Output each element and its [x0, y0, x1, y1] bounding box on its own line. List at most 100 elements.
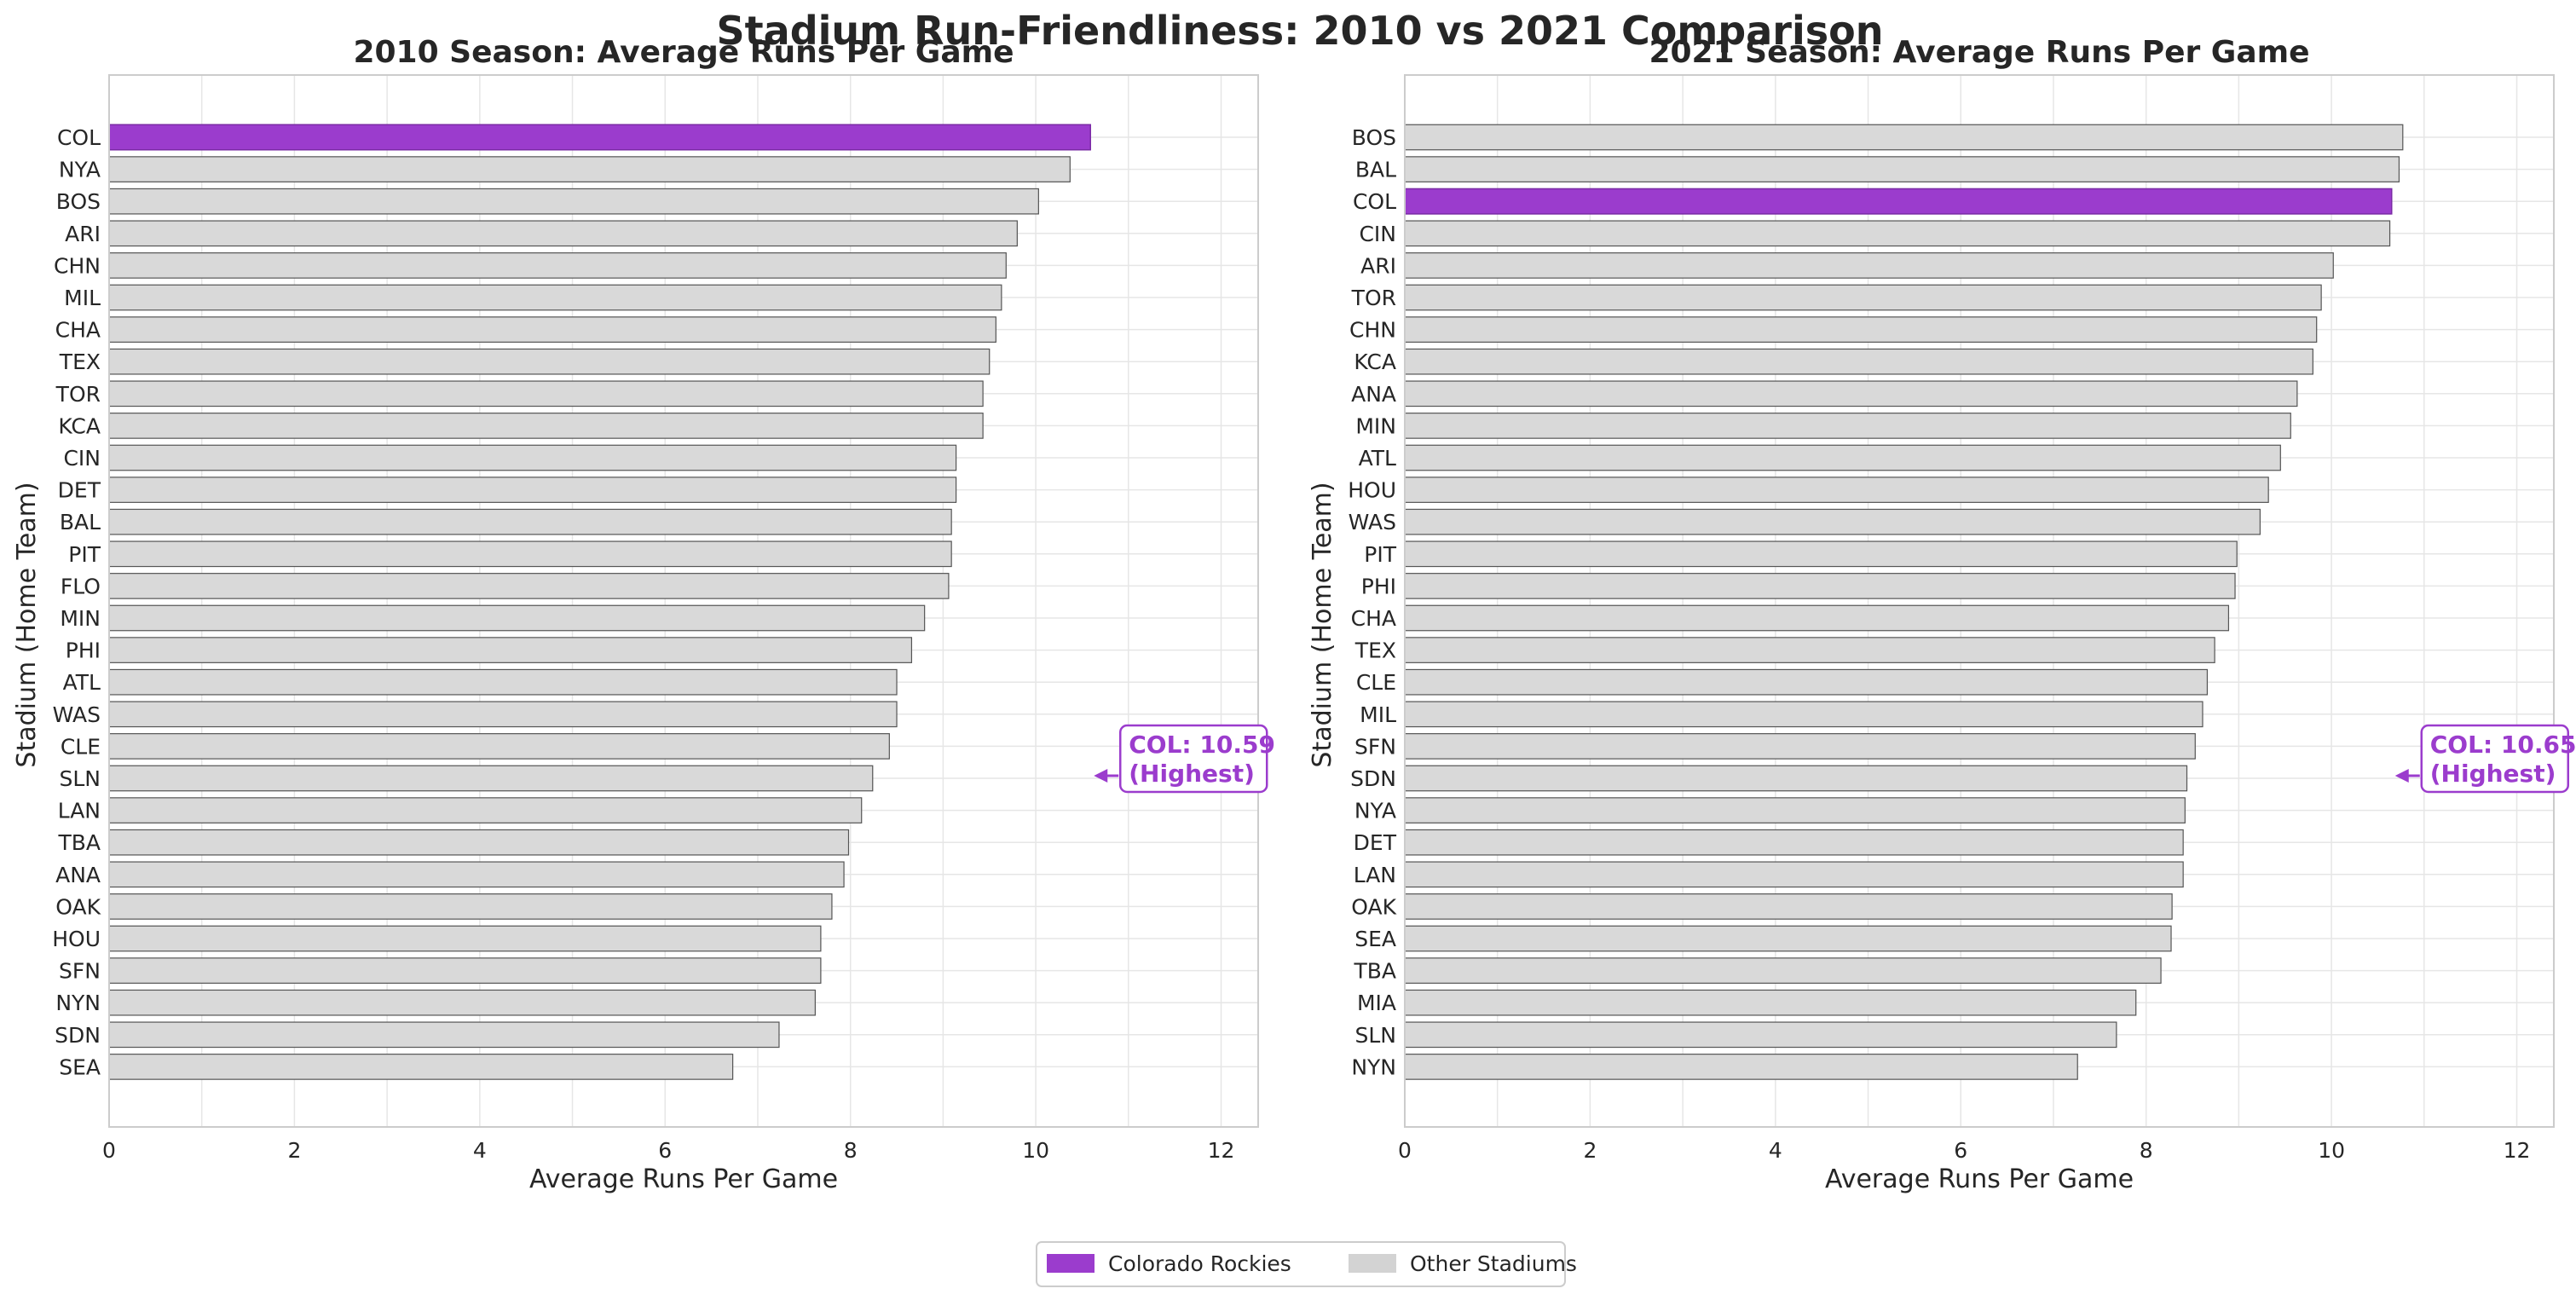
bar-sdn-2010: [108, 1021, 780, 1049]
bar-det-2021: [1404, 829, 2184, 856]
bar-flo-2010: [108, 573, 950, 599]
y-tick-label: WAS: [53, 702, 101, 727]
y-tick-label: SDN: [1350, 766, 1396, 791]
x-tick-label: 12: [1208, 1138, 1235, 1163]
legend: Colorado Rockies Other Stadiums: [1036, 1241, 1577, 1287]
bar-cle-2010: [108, 733, 890, 760]
bar-cin-2021: [1404, 220, 2391, 247]
bar-ari-2021: [1404, 252, 2334, 279]
y-tick-label: LAN: [1354, 863, 1396, 887]
y-tick-label: TOR: [1351, 286, 1396, 310]
bar-min-2010: [108, 604, 926, 632]
plot-frame: [1404, 74, 2555, 1128]
y-tick-label: CHN: [54, 253, 101, 278]
x-tick-label: 6: [1954, 1138, 1967, 1163]
bar-mia-2021: [1404, 989, 2137, 1016]
y-tick-label: NYA: [1354, 799, 1396, 823]
y-tick-label: BAL: [1355, 158, 1396, 182]
panel-2021: 2021 Season: Average Runs Per Game BOS BA…: [1308, 35, 2576, 1194]
y-tick-label: NYA: [59, 158, 101, 182]
y-tick-label: MIA: [1357, 991, 1396, 1015]
y-tick-label: COL: [1353, 189, 1396, 214]
legend-swatch-other: [1349, 1254, 1396, 1273]
y-tick-label: BAL: [60, 510, 101, 534]
y-tick-label: PHI: [66, 638, 101, 663]
bar-tba-2010: [108, 829, 850, 856]
bar-bal-2021: [1404, 156, 2400, 182]
bar-hou-2021: [1404, 477, 2269, 503]
y-tick-label: COL: [57, 125, 101, 150]
x-tick-label: 0: [1398, 1138, 1412, 1163]
bar-col-2010: [108, 124, 1091, 151]
y-tick-label: OAK: [55, 894, 101, 919]
annotation-note: (Highest): [1129, 760, 1255, 788]
x-tick-label: 10: [2318, 1138, 2345, 1163]
bar-sea-2010: [108, 1054, 734, 1080]
x-tick-label: 8: [844, 1138, 858, 1163]
bar-sln-2010: [108, 765, 874, 792]
panel-2010: 2010 Season: Average Runs Per Game COL NY…: [12, 35, 1275, 1194]
bar-det-2010: [108, 477, 957, 503]
bar-pit-2021: [1404, 540, 2238, 568]
y-tick-label: MIN: [1355, 413, 1396, 438]
y-tick-label: HOU: [52, 927, 101, 951]
y-tick-label: TBA: [57, 830, 101, 855]
bar-ari-2010: [108, 220, 1018, 247]
annotation-note: (Highest): [2430, 760, 2556, 788]
bar-chn-2010: [108, 252, 1007, 279]
annotation-value: COL: 10.65: [2430, 731, 2576, 759]
y-tick-label: KCA: [1354, 350, 1396, 374]
y-tick-label: SEA: [59, 1054, 101, 1079]
y-tick-label: CIN: [63, 446, 101, 471]
y-tick-label: ARI: [65, 222, 101, 246]
bar-min-2021: [1404, 413, 2291, 439]
bar-sdn-2021: [1404, 765, 2188, 792]
bar-bos-2010: [108, 188, 1039, 215]
plot-frame: [108, 74, 1259, 1128]
x-axis-label-2021: Average Runs Per Game: [1825, 1164, 2134, 1194]
x-tick-label: 8: [2140, 1138, 2153, 1163]
y-tick-label: SLN: [1355, 1023, 1397, 1048]
y-tick-label: CIN: [1359, 222, 1396, 246]
bar-mil-2021: [1404, 701, 2203, 728]
legend-label-other: Other Stadiums: [1410, 1251, 1577, 1276]
y-axis-label-2010: Stadium (Home Team): [12, 482, 42, 767]
x-tick-label: 4: [1769, 1138, 1782, 1163]
y-tick-label: MIL: [1360, 702, 1396, 727]
bar-lan-2021: [1404, 861, 2184, 888]
annotation-box: [2420, 724, 2570, 794]
bar-nyn-2010: [108, 989, 816, 1016]
y-tick-label: CHA: [55, 318, 101, 343]
bar-bos-2021: [1404, 124, 2404, 151]
y-tick-label: DET: [1354, 830, 1397, 855]
y-tick-label: ANA: [1351, 382, 1396, 407]
y-tick-label: FLO: [61, 574, 101, 598]
y-axis-label-2021: Stadium (Home Team): [1308, 482, 1337, 767]
x-tick-label: 0: [102, 1138, 116, 1163]
legend-frame: [1036, 1241, 1566, 1287]
bar-cin-2010: [108, 444, 957, 471]
y-tick-label: SFN: [59, 959, 101, 984]
bar-was-2021: [1404, 508, 2261, 535]
bar-hou-2010: [108, 925, 822, 952]
y-tick-label: SDN: [55, 1023, 101, 1048]
x-tick-label: 4: [473, 1138, 487, 1163]
y-tick-label: CLE: [61, 734, 101, 759]
panel-title-2010: 2010 Season: Average Runs Per Game: [353, 35, 1014, 70]
y-tick-label: PHI: [1361, 574, 1396, 598]
y-tick-label: OAK: [1351, 894, 1396, 919]
x-tick-label: 12: [2504, 1138, 2531, 1163]
bar-tex-2021: [1404, 637, 2215, 663]
bar-kca-2010: [108, 413, 984, 439]
bar-bal-2010: [108, 508, 952, 535]
y-tick-label: NYN: [55, 991, 101, 1015]
bar-cha-2010: [108, 316, 996, 343]
y-tick-label: KCA: [58, 413, 101, 438]
bar-sfn-2010: [108, 957, 822, 984]
y-tick-label: BOS: [56, 189, 101, 214]
y-tick-label: TEX: [59, 350, 101, 374]
y-tick-label: PIT: [68, 542, 101, 567]
annotation-box: [1118, 724, 1268, 794]
bar-sln-2021: [1404, 1021, 2117, 1049]
